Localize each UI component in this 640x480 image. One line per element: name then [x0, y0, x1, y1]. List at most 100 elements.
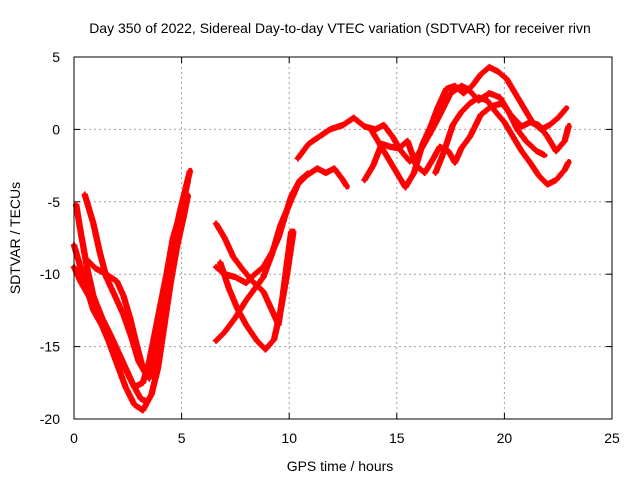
data-point: [104, 272, 108, 276]
data-point: [341, 123, 345, 127]
data-point: [296, 182, 300, 186]
data-point: [332, 166, 336, 170]
data-point: [179, 211, 183, 215]
data-point: [545, 134, 549, 138]
data-point: [145, 399, 149, 403]
data-point: [154, 352, 158, 356]
x-tick-label: 25: [604, 430, 620, 446]
data-point: [537, 174, 541, 178]
data-point: [222, 330, 226, 334]
data-point: [139, 397, 143, 401]
data-point: [123, 385, 127, 389]
data-point: [121, 363, 125, 367]
data-point: [362, 124, 366, 128]
data-point: [278, 308, 282, 312]
data-point: [278, 223, 282, 227]
data-point: [166, 275, 170, 279]
data-point: [524, 139, 528, 143]
data-point: [435, 105, 439, 109]
data-point: [244, 323, 248, 327]
data-point: [272, 337, 276, 341]
data-point: [371, 163, 375, 167]
data-point: [115, 279, 119, 283]
data-point: [341, 178, 345, 182]
data-point: [420, 142, 424, 146]
data-point: [141, 366, 145, 370]
data-point: [149, 392, 153, 396]
data-point: [468, 101, 472, 105]
data-point: [369, 127, 373, 131]
data-point: [345, 185, 349, 189]
data-point: [291, 229, 295, 233]
data-point: [502, 120, 506, 124]
data-point: [459, 146, 463, 150]
data-point: [513, 91, 517, 95]
data-series: [71, 64, 572, 414]
data-point: [270, 308, 274, 312]
data-point: [324, 171, 328, 175]
data-point: [285, 272, 289, 276]
data-point: [453, 84, 457, 88]
data-point: [141, 408, 145, 412]
y-tick-label: 0: [52, 121, 60, 137]
data-point: [255, 339, 259, 343]
data-point: [545, 182, 549, 186]
data-point: [235, 307, 239, 311]
data-point: [222, 236, 226, 240]
data-point: [397, 146, 401, 150]
data-point: [76, 258, 80, 262]
data-point: [141, 381, 145, 385]
data-point: [253, 272, 257, 276]
chart-title: Day 350 of 2022, Sidereal Day-to-day VTE…: [89, 20, 591, 36]
data-point: [423, 171, 427, 175]
data-point: [130, 381, 134, 385]
data-point: [539, 127, 543, 131]
y-tick-label: -10: [40, 266, 60, 282]
data-point: [352, 116, 356, 120]
data-point: [85, 258, 89, 262]
data-point: [244, 298, 248, 302]
data-point: [511, 134, 515, 138]
data-point: [231, 255, 235, 259]
data-point: [453, 161, 457, 165]
data-point: [132, 402, 136, 406]
data-point: [382, 123, 386, 127]
data-point: [543, 153, 547, 157]
y-tick-label: -20: [40, 411, 60, 427]
y-tick-label: -15: [40, 339, 60, 355]
data-point: [556, 116, 560, 120]
series-track-5: [71, 242, 150, 404]
y-axis-label: SDTVAR / TECUs: [7, 182, 23, 294]
data-point: [522, 105, 526, 109]
data-point: [494, 110, 498, 114]
data-point: [328, 127, 332, 131]
data-point: [85, 265, 89, 269]
data-point: [547, 123, 551, 127]
data-point: [214, 265, 218, 269]
chart: Day 350 of 2022, Sidereal Day-to-day VTE…: [0, 0, 640, 480]
data-point: [102, 327, 106, 331]
data-point: [233, 315, 237, 319]
data-point: [306, 142, 310, 146]
data-point: [530, 120, 534, 124]
data-point: [261, 275, 265, 279]
data-point: [496, 69, 500, 73]
data-point: [287, 202, 291, 206]
data-point: [214, 221, 218, 225]
data-point: [403, 185, 407, 189]
data-point: [147, 376, 151, 380]
data-point: [476, 95, 480, 99]
data-point: [121, 294, 125, 298]
data-point: [263, 347, 267, 351]
data-point: [479, 113, 483, 117]
data-point: [470, 84, 474, 88]
data-point: [233, 275, 237, 279]
data-point: [562, 168, 566, 172]
data-point: [227, 286, 231, 290]
data-point: [528, 161, 532, 165]
data-point: [412, 171, 416, 175]
data-point: [115, 362, 119, 366]
y-tick-label: 5: [52, 49, 60, 65]
data-point: [498, 95, 502, 99]
data-point: [487, 91, 491, 95]
